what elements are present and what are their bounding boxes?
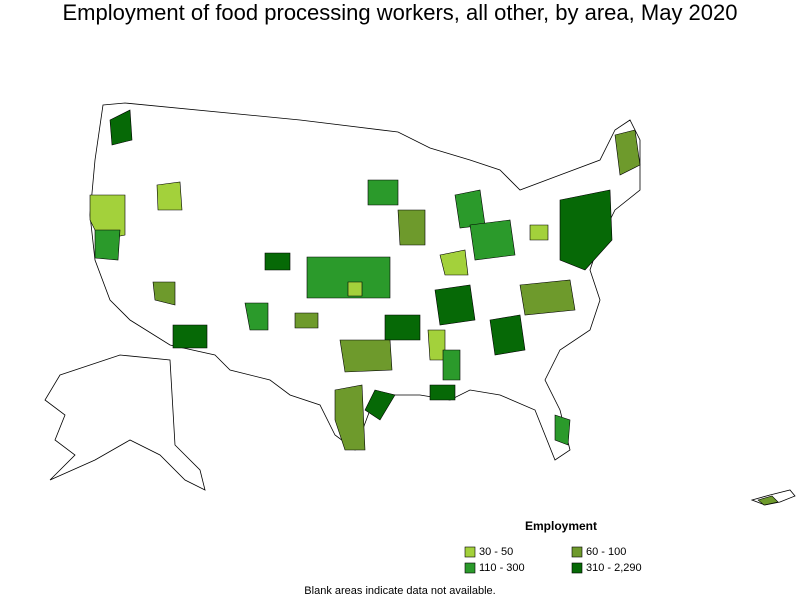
legend: 30 - 50 60 - 100 110 - 300 310 - 2,290 xyxy=(464,546,642,574)
map-title: Employment of food processing workers, a… xyxy=(62,0,737,25)
area-patch xyxy=(519,279,576,316)
area-patch xyxy=(156,181,183,211)
area-patch xyxy=(559,189,613,271)
area-patch xyxy=(244,302,269,331)
area-patch xyxy=(364,389,396,421)
area-patch xyxy=(339,339,393,373)
legend-title: Employment xyxy=(525,519,597,533)
area-patches xyxy=(89,109,779,506)
area-patch xyxy=(306,256,391,299)
area-patch xyxy=(152,281,176,306)
footnote: Blank areas indicate data not available. xyxy=(304,585,495,597)
area-patch xyxy=(529,224,549,241)
area-patch xyxy=(334,384,366,451)
area-patch xyxy=(347,281,363,297)
area-patch xyxy=(442,349,461,381)
area-patch xyxy=(614,129,641,176)
legend-label: 310 - 2,290 xyxy=(586,562,642,574)
area-patch xyxy=(294,312,319,329)
legend-label: 60 - 100 xyxy=(586,546,626,558)
alaska xyxy=(44,354,206,491)
area-patch xyxy=(427,329,446,361)
area-patch xyxy=(109,109,133,146)
legend-label: 110 - 300 xyxy=(479,562,525,574)
area-patch xyxy=(172,324,208,349)
area-patch xyxy=(367,179,399,206)
area-patch xyxy=(397,209,426,246)
map xyxy=(44,102,796,506)
legend-swatch xyxy=(571,562,583,574)
legend-swatch xyxy=(464,546,476,558)
area-patch xyxy=(384,314,421,341)
area-patch xyxy=(454,189,486,229)
area-patch xyxy=(94,229,121,261)
area-patch xyxy=(469,219,516,261)
area-patch xyxy=(554,414,571,446)
area-patch xyxy=(439,249,469,276)
area-patch xyxy=(489,314,526,356)
area-patch xyxy=(434,284,476,326)
area-patch xyxy=(264,252,291,271)
legend-swatch xyxy=(464,562,476,574)
area-patch xyxy=(429,384,456,401)
legend-label: 30 - 50 xyxy=(479,546,513,558)
area-patch xyxy=(757,495,779,506)
legend-swatch xyxy=(571,546,583,558)
